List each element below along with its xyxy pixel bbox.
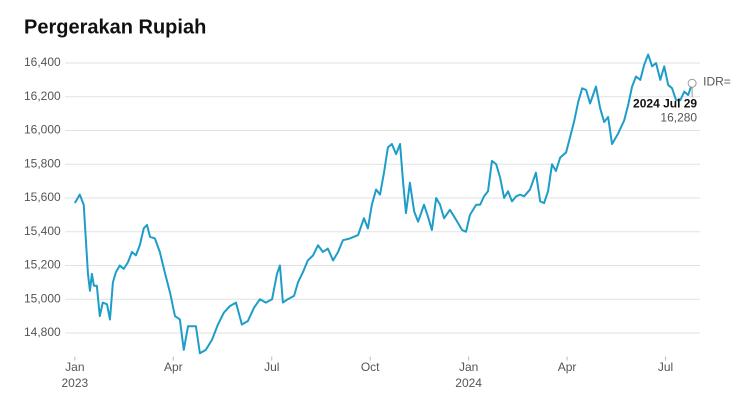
y-tick-label: 15,800 <box>24 156 61 170</box>
last-point <box>687 78 697 88</box>
x-tick-label: Jan <box>459 360 478 374</box>
y-tick-label: 15,200 <box>24 258 61 272</box>
y-tick-label: 15,600 <box>24 190 61 204</box>
y-tick-label: 15,400 <box>24 224 61 238</box>
legend-label: IDR= <box>703 74 731 88</box>
x-tick-label: Oct <box>361 360 380 374</box>
x-tick-year: 2024 <box>455 376 482 390</box>
y-tick-label: 16,200 <box>24 89 61 103</box>
y-tick-label: 16,000 <box>24 123 61 137</box>
x-tick-label: Jul <box>264 360 279 374</box>
annotation-date: 2024 Jul 29 <box>633 96 697 110</box>
x-tick-label: Apr <box>164 360 183 374</box>
series-line <box>73 53 694 355</box>
x-tick-year: 2023 <box>61 376 88 390</box>
y-tick-label: 14,800 <box>24 325 61 339</box>
y-tick-label: 15,000 <box>24 291 61 305</box>
x-tick-label: Apr <box>558 360 577 374</box>
y-tick-label: 16,400 <box>24 55 61 69</box>
annotation-value: 16,280 <box>660 110 697 124</box>
x-tick-label: Jul <box>658 360 673 374</box>
chart-title: Pergerakan Rupiah <box>24 16 206 38</box>
x-tick-label: Jan <box>65 360 84 374</box>
